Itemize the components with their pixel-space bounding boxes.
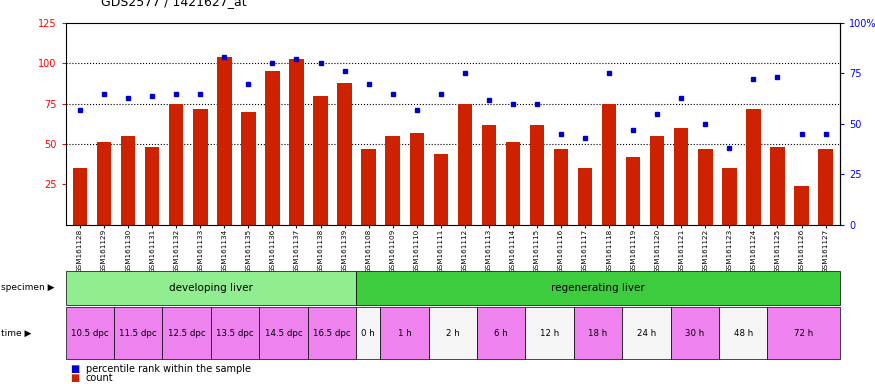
Bar	[698, 149, 712, 225]
Text: ■: ■	[70, 364, 80, 374]
Bar	[554, 149, 568, 225]
Bar	[410, 133, 424, 225]
Bar	[626, 157, 640, 225]
Bar	[265, 71, 280, 225]
Bar	[818, 149, 833, 225]
Text: GDS2577 / 1421627_at: GDS2577 / 1421627_at	[101, 0, 246, 8]
Bar	[578, 168, 592, 225]
Bar	[217, 57, 232, 225]
Bar	[121, 136, 136, 225]
Text: 2 h: 2 h	[446, 329, 459, 338]
Text: 14.5 dpc: 14.5 dpc	[264, 329, 302, 338]
Bar	[674, 128, 689, 225]
Bar	[722, 168, 737, 225]
Text: 0 h: 0 h	[361, 329, 375, 338]
Text: 1 h: 1 h	[397, 329, 411, 338]
Text: 12.5 dpc: 12.5 dpc	[168, 329, 206, 338]
Bar	[97, 142, 111, 225]
Text: specimen ▶: specimen ▶	[1, 283, 54, 293]
Bar	[650, 136, 664, 225]
Bar	[338, 83, 352, 225]
Text: regenerating liver: regenerating liver	[551, 283, 645, 293]
Bar	[434, 154, 448, 225]
Text: 30 h: 30 h	[685, 329, 704, 338]
Bar	[242, 112, 256, 225]
Text: time ▶: time ▶	[1, 329, 31, 338]
Text: percentile rank within the sample: percentile rank within the sample	[86, 364, 251, 374]
Bar	[73, 168, 88, 225]
Bar	[313, 96, 328, 225]
Bar	[602, 104, 616, 225]
Text: 18 h: 18 h	[588, 329, 607, 338]
Bar	[386, 136, 400, 225]
Text: 12 h: 12 h	[540, 329, 559, 338]
Bar	[361, 149, 376, 225]
Text: count: count	[86, 373, 114, 383]
Bar	[506, 142, 520, 225]
Text: ■: ■	[70, 373, 80, 383]
Bar	[746, 109, 760, 225]
Text: 13.5 dpc: 13.5 dpc	[216, 329, 254, 338]
Bar	[458, 104, 472, 225]
Text: 16.5 dpc: 16.5 dpc	[313, 329, 351, 338]
Bar	[145, 147, 159, 225]
Bar	[529, 125, 544, 225]
Text: developing liver: developing liver	[169, 283, 253, 293]
Text: 6 h: 6 h	[494, 329, 508, 338]
Bar	[770, 147, 785, 225]
Bar	[290, 58, 304, 225]
Bar	[193, 109, 207, 225]
Bar	[794, 186, 808, 225]
Text: 72 h: 72 h	[794, 329, 814, 338]
Text: 24 h: 24 h	[637, 329, 656, 338]
Text: 48 h: 48 h	[733, 329, 752, 338]
Bar	[169, 104, 184, 225]
Text: 10.5 dpc: 10.5 dpc	[71, 329, 108, 338]
Bar	[481, 125, 496, 225]
Text: 11.5 dpc: 11.5 dpc	[119, 329, 157, 338]
